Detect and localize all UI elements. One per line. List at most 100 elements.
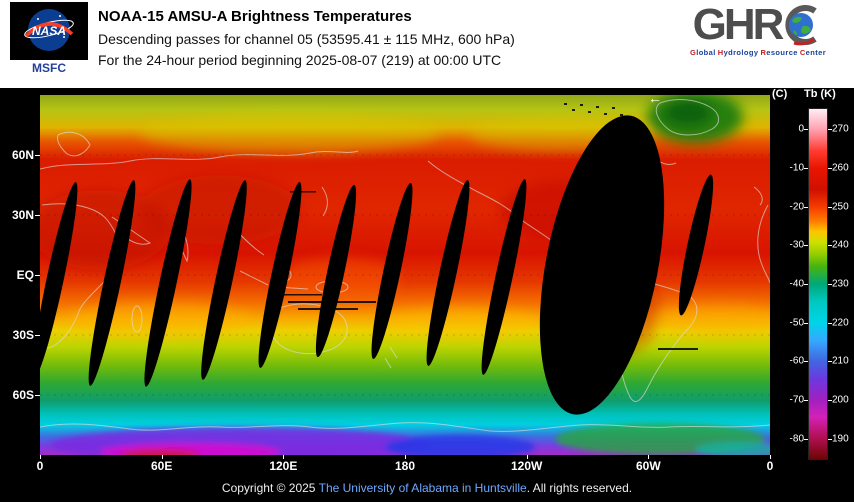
colorbar-tick bbox=[828, 322, 832, 324]
colorbar-tick bbox=[804, 245, 808, 247]
nasa-meatball-icon: NASA bbox=[24, 9, 74, 51]
colorbar-tick bbox=[828, 284, 832, 285]
colorbar-tick bbox=[828, 400, 832, 402]
colorbar-celsius-label: -80 bbox=[789, 433, 804, 445]
y-axis-label: 30S bbox=[12, 328, 34, 342]
y-axis-tick bbox=[35, 275, 40, 276]
orbit-gap-sliver bbox=[144, 179, 192, 387]
colorbar-kelvin-title: Tb (K) bbox=[804, 88, 836, 100]
colorbar-kelvin-label: 190 bbox=[832, 433, 849, 445]
colorbar-celsius-label: -30 bbox=[789, 239, 804, 251]
orbit-gap-sliver bbox=[481, 179, 527, 375]
colorbar-tick bbox=[804, 129, 808, 131]
x-axis-tick bbox=[283, 455, 285, 459]
ghrc-logo[interactable]: GHR Global Hydrology Resource Center bbox=[670, 2, 846, 58]
y-axis-label: EQ bbox=[16, 268, 34, 282]
page-title: NOAA-15 AMSU-A Brightness Temperatures bbox=[98, 8, 412, 25]
x-axis-label: 60E bbox=[150, 459, 173, 473]
svg-text:NASA: NASA bbox=[32, 24, 66, 38]
colorbar-kelvin-label: 230 bbox=[832, 278, 849, 290]
colorbar-celsius-label: -20 bbox=[789, 201, 804, 213]
title-block: NOAA-15 AMSU-A Brightness Temperatures D… bbox=[98, 8, 515, 73]
colorbar-tick bbox=[828, 361, 832, 363]
header: NASA MSFC NOAA-15 AMSU-A Brightness Temp… bbox=[0, 0, 854, 88]
orbit-gap-sliver bbox=[426, 180, 470, 366]
msfc-label: MSFC bbox=[32, 61, 66, 75]
colorbar-tick bbox=[804, 322, 808, 324]
colorbar-celsius-title: (C) bbox=[772, 88, 788, 100]
brightness-temperature-map bbox=[40, 95, 770, 455]
x-axis-tick bbox=[526, 455, 528, 459]
ghrc-tagline-word: Hydrology bbox=[717, 48, 759, 57]
antarctic-cold-patches bbox=[50, 423, 770, 455]
y-axis-label: 30N bbox=[11, 208, 34, 222]
colorbar bbox=[808, 108, 828, 460]
colorbar-celsius-label: -70 bbox=[789, 394, 804, 406]
cursor-arrow-icon: ← bbox=[648, 90, 662, 106]
x-axis-tick bbox=[405, 455, 406, 459]
colorbar-tick bbox=[804, 167, 808, 169]
university-link[interactable]: The University of Alabama in Huntsville bbox=[318, 481, 527, 495]
scanline-noise bbox=[282, 103, 698, 350]
colorbar-tick bbox=[804, 361, 808, 363]
copyright-prefix: Copyright © 2025 bbox=[221, 481, 319, 495]
ghrc-wordmark-row: GHR bbox=[670, 2, 846, 48]
colorbar-kelvin-label: 270 bbox=[832, 123, 849, 135]
x-axis-label: 0 bbox=[36, 459, 44, 473]
colorbar-celsius-label: -60 bbox=[789, 355, 804, 367]
x-axis-label: 120W bbox=[510, 459, 543, 473]
colorbar-tick bbox=[828, 438, 832, 440]
y-axis-tick bbox=[35, 395, 40, 396]
orbit-gap-sliver bbox=[371, 182, 413, 360]
colorbar-tick bbox=[804, 206, 808, 208]
colorbar-tick bbox=[804, 438, 808, 440]
colorbar-tick bbox=[828, 206, 832, 208]
x-axis-label: 180 bbox=[394, 459, 416, 473]
x-axis-tick bbox=[648, 455, 650, 459]
colorbar-kelvin-label: 250 bbox=[832, 201, 849, 213]
y-axis-label: 60N bbox=[11, 148, 34, 162]
ghrc-tagline-word: Resource bbox=[760, 48, 798, 57]
channel-subtitle: Descending passes for channel 05 (53595.… bbox=[98, 31, 515, 47]
colorbar-kelvin-label: 220 bbox=[832, 317, 849, 329]
nasa-logo[interactable]: NASA bbox=[10, 2, 88, 60]
ghrc-tagline: Global Hydrology Resource Center bbox=[670, 48, 846, 57]
y-axis-label: 60S bbox=[12, 388, 34, 402]
colorbar-celsius-label: 0 bbox=[798, 123, 804, 135]
x-axis-tick bbox=[161, 455, 163, 459]
large-data-gap bbox=[539, 115, 665, 415]
ghrc-globe-icon bbox=[785, 5, 818, 46]
x-axis-label: 120E bbox=[269, 459, 298, 473]
colorbar-kelvin-label: 240 bbox=[832, 239, 849, 251]
orbit-gap-sliver bbox=[201, 180, 247, 380]
colorbar-celsius-label: -50 bbox=[789, 317, 804, 329]
colorbar-celsius-label: -10 bbox=[789, 162, 804, 174]
colorbar-tick bbox=[828, 245, 832, 247]
orbit-gap-sliver bbox=[88, 180, 136, 386]
copyright-line: Copyright © 2025 The University of Alaba… bbox=[0, 481, 854, 495]
period-line: For the 24-hour period beginning 2025-08… bbox=[98, 52, 502, 68]
map-area bbox=[40, 95, 770, 455]
colorbar-tick bbox=[804, 284, 808, 285]
colorbar-tick bbox=[804, 400, 808, 402]
orbit-gap-sliver bbox=[258, 182, 302, 368]
colorbar-kelvin-label: 200 bbox=[832, 394, 849, 406]
colorbar-celsius-label: -40 bbox=[789, 278, 804, 290]
x-axis-label: 60W bbox=[635, 459, 661, 473]
x-axis-label: 0 bbox=[766, 459, 774, 473]
ghrc-tagline-word: Global bbox=[689, 48, 716, 57]
ghrc-wordmark: GHR bbox=[692, 0, 785, 49]
orbit-gap-sliver bbox=[315, 184, 357, 358]
colorbar-tick bbox=[828, 167, 832, 169]
colorbar-tick bbox=[828, 129, 832, 131]
colorbar-kelvin-label: 260 bbox=[832, 162, 849, 174]
x-axis-tick bbox=[770, 455, 771, 459]
colorbar-kelvin-label: 210 bbox=[832, 355, 849, 367]
copyright-suffix: . All rights reserved. bbox=[526, 481, 633, 495]
y-axis-tick bbox=[35, 335, 40, 336]
y-axis-tick bbox=[35, 215, 40, 216]
orbit-gap-sliver bbox=[678, 174, 714, 316]
y-axis-tick bbox=[35, 155, 40, 156]
x-axis-tick bbox=[40, 455, 41, 459]
orbit-gap-swaths bbox=[40, 115, 714, 415]
